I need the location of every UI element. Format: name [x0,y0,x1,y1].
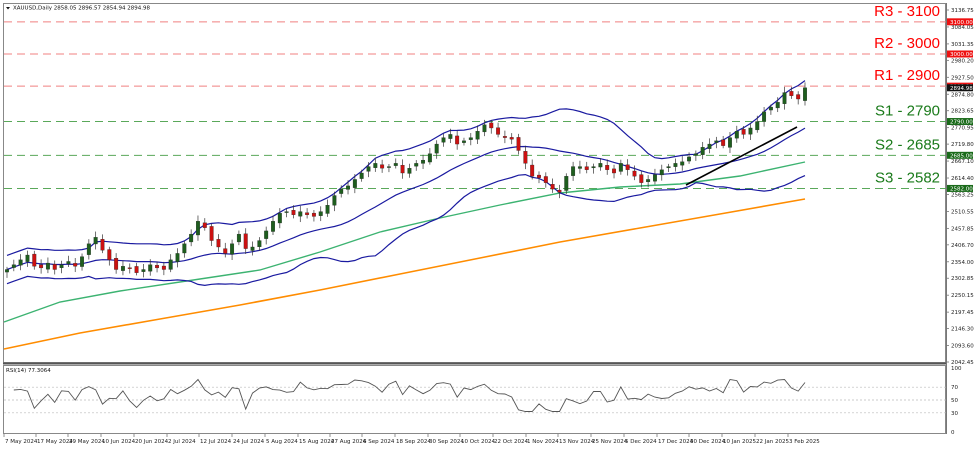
level-price-tag [947,50,973,58]
level-price-tag [947,118,973,126]
date-tick-label: 30 Sep 2024 [429,439,464,445]
date-tick-label: 7 May 2024 [5,439,38,445]
bollinger-middle[interactable] [6,127,806,271]
date-tick-label: 18 Sep 2024 [396,439,431,445]
rsi-tick-label: 0 [951,430,955,436]
chart-title: XAUUSD,Daily 2858.05 2896.57 2854.94 289… [13,6,150,12]
level-price-tag [947,184,973,192]
ascending-trendline[interactable] [685,126,798,186]
date-tick-label: 6 Sep 2024 [363,439,395,445]
date-tick-label: 2 Jul 2024 [168,439,196,445]
price-tick-label: 3136.75 [951,8,974,14]
level-label-r3: R3 - 3100 [874,3,940,20]
price-tick-label: 2093.60 [951,344,974,350]
date-tick-label: 17 May 2024 [37,439,73,445]
date-tick-label: 10 Jan 2025 [723,439,756,445]
price-tick-label: 2457.85 [951,226,974,232]
price-tick-label: 2197.45 [951,310,974,316]
rsi-tick-label: 30 [951,411,958,417]
date-tick-label: 3 Feb 2025 [789,439,820,445]
date-tick-label: 1 Nov 2024 [527,439,559,445]
main-chart-frame [3,3,946,363]
level-label-r1: R1 - 2900 [874,67,940,84]
price-axis: 3136.75 3084.05 3031.35 2980.20 2927.50 2874.… [946,3,974,434]
date-tick-label: 30 Dec 2024 [690,439,726,445]
level-price-tag-text: 3000.00 [950,52,973,58]
rsi-tick-label: 50 [951,398,958,404]
price-tick-label: 2510.55 [951,209,974,215]
price-tick-label: 2927.50 [951,75,974,81]
price-tick-label: 2980.20 [951,58,974,64]
date-tick-label: 5 Aug 2024 [266,439,298,445]
date-tick-label: 10 Oct 2024 [461,439,496,445]
date-tick-label: 22 Oct 2024 [494,439,529,445]
rsi-label: RSI(14) 77.3064 [6,368,51,374]
price-tick-label: 2770.95 [951,126,974,132]
current-price-tag [947,84,973,92]
rsi-tick-label: 100 [951,366,962,372]
date-tick-label: 5 Dec 2024 [625,439,657,445]
date-tick-label: 25 Nov 2024 [592,439,628,445]
price-tick-label: 2823.65 [951,109,974,115]
date-tick-label: 20 Jun 2024 [135,439,169,445]
moving-average-green[interactable] [3,161,806,323]
rsi-tick-label: 70 [951,385,958,391]
price-tick-label: 2146.30 [951,327,974,333]
chart-header: XAUUSD,Daily 2858.05 2896.57 2854.94 289… [6,6,150,12]
bollinger-lower[interactable] [6,173,806,287]
price-tick-label: 3031.35 [951,42,974,48]
price-tick-label: 2406.70 [951,243,974,249]
level-label-s2: S2 - 2685 [875,136,940,153]
date-tick-label: 22 Jan 2025 [756,439,789,445]
date-tick-label: 15 Aug 2024 [299,439,335,445]
level-label-s1: S1 - 2790 [875,103,940,120]
support-resistance-levels: R3 - 3100 3100.00 R2 - 3000 3000.00 R1 - 290… [4,3,973,192]
price-tick-label: 2719.80 [951,142,974,148]
dropdown-triangle-icon[interactable] [6,7,10,10]
level-price-tag-text: 2582.00 [950,186,973,192]
price-tick-label: 2354.00 [951,260,974,266]
level-price-tag-text: 2790.00 [950,120,973,126]
date-tick-label: 29 May 2024 [69,439,105,445]
date-tick-label: 27 Aug 2024 [331,439,367,445]
price-tick-label: 2563.25 [951,192,974,198]
candlesticks [5,82,807,278]
level-label-s3: S3 - 2582 [875,169,940,186]
price-tick-label: 2250.15 [951,293,974,299]
date-tick-label: 17 Dec 2024 [658,439,694,445]
price-tick-label: 2614.40 [951,176,974,182]
date-tick-label: 13 Nov 2024 [559,439,595,445]
level-price-tag-text: 3100.00 [950,20,973,26]
price-tick-label: 2874.80 [951,92,974,98]
level-label-r2: R2 - 3000 [874,35,940,52]
moving-average-orange[interactable] [3,198,806,350]
current-price-text: 2894.98 [950,86,973,92]
date-tick-label: 24 Jul 2024 [233,439,265,445]
level-price-tag [947,18,973,26]
date-tick-label: 12 Jul 2024 [200,439,232,445]
price-tick-label: 3084.05 [951,25,974,31]
price-tick-label: 2302.85 [951,276,974,282]
bollinger-bands [6,80,806,287]
bollinger-upper[interactable] [6,80,806,256]
price-tick-label: 2667.10 [951,159,974,165]
rsi-line[interactable] [13,378,806,412]
moving-averages [3,161,806,350]
level-price-tag [947,151,973,159]
date-tick-label: 10 Jun 2024 [102,439,136,445]
price-tick-label: 2042.45 [951,360,974,366]
rsi-indicator: 100 70 50 30 0 [4,366,962,436]
level-price-tag-text: 2685.00 [950,153,973,159]
